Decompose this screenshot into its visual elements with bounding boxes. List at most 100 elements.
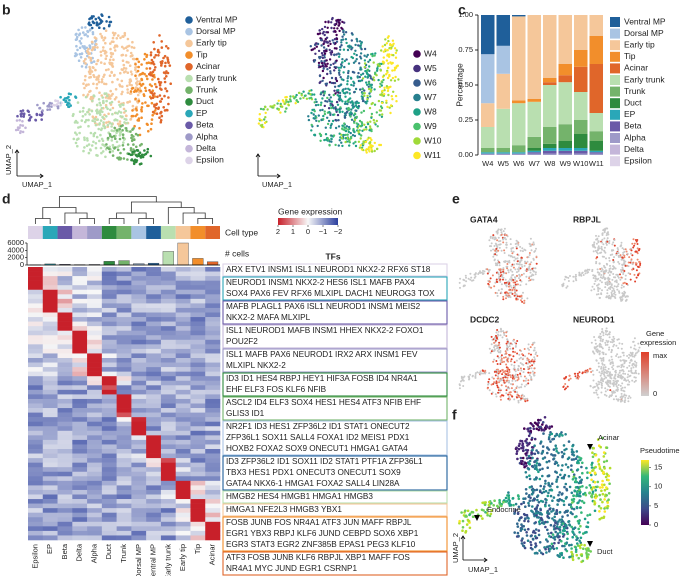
umap-point bbox=[508, 379, 511, 382]
bar bbox=[162, 251, 174, 266]
umap-point bbox=[365, 72, 369, 75]
heatmap-cell bbox=[160, 271, 176, 277]
umap-point bbox=[113, 46, 116, 49]
umap-point bbox=[337, 144, 340, 147]
umap-point bbox=[108, 150, 112, 154]
umap-point bbox=[503, 227, 506, 230]
umap-point bbox=[609, 285, 612, 288]
heatmap-cell bbox=[131, 267, 147, 272]
umap-point bbox=[24, 126, 27, 130]
y-tick-label: 0.25 bbox=[458, 115, 473, 124]
umap-point bbox=[498, 391, 501, 394]
umap-point bbox=[348, 92, 351, 95]
umap-point bbox=[321, 69, 325, 73]
umap-point bbox=[331, 39, 334, 42]
heatmap-cell bbox=[87, 317, 103, 322]
umap-point bbox=[509, 278, 512, 281]
umap-point bbox=[603, 374, 606, 377]
umap-point bbox=[349, 131, 352, 135]
umap-point bbox=[93, 117, 97, 121]
umap-point bbox=[500, 231, 503, 234]
umap-point bbox=[366, 68, 370, 72]
heatmap-cell bbox=[116, 307, 132, 313]
umap-point bbox=[564, 383, 567, 385]
umap-point bbox=[503, 260, 506, 263]
umap-point bbox=[363, 54, 366, 57]
umap-point bbox=[344, 102, 347, 105]
umap-point bbox=[124, 109, 127, 113]
umap-point bbox=[521, 449, 525, 453]
umap-point bbox=[126, 91, 130, 94]
heatmap-cell bbox=[28, 353, 44, 359]
umap-point bbox=[376, 67, 379, 71]
umap-point bbox=[595, 389, 598, 392]
umap-point bbox=[511, 288, 514, 291]
legend-label: Early trunk bbox=[196, 73, 237, 83]
heatmap-cell bbox=[160, 267, 176, 272]
heatmap-cell bbox=[57, 362, 73, 368]
umap-point bbox=[380, 84, 383, 87]
umap-point bbox=[150, 91, 154, 95]
umap-point bbox=[488, 372, 491, 375]
umap-point bbox=[346, 133, 349, 136]
umap-point bbox=[134, 86, 138, 89]
heatmap-cell bbox=[72, 307, 88, 313]
umap-point bbox=[525, 531, 528, 534]
heatmap-cell bbox=[101, 330, 117, 336]
heatmap-cell bbox=[190, 335, 206, 341]
umap-point bbox=[121, 85, 124, 88]
umap-point bbox=[486, 387, 489, 390]
umap-point bbox=[593, 472, 597, 475]
umap-point bbox=[108, 122, 112, 125]
umap-point bbox=[528, 474, 531, 478]
umap-point bbox=[335, 19, 338, 22]
umap-point bbox=[502, 230, 505, 233]
umap-point bbox=[101, 110, 104, 114]
umap-point bbox=[350, 108, 353, 111]
umap-point bbox=[564, 482, 568, 486]
umap-point bbox=[359, 137, 362, 140]
umap-point bbox=[519, 356, 522, 359]
umap-point bbox=[498, 246, 501, 249]
umap-point bbox=[597, 387, 600, 390]
umap-point bbox=[617, 398, 620, 401]
umap-point bbox=[34, 119, 38, 122]
umap-point bbox=[499, 388, 501, 391]
umap-point bbox=[508, 345, 511, 348]
umap-point bbox=[487, 380, 490, 383]
umap-point bbox=[345, 111, 348, 115]
umap-point bbox=[76, 144, 79, 148]
umap-point bbox=[123, 33, 127, 37]
umap-point bbox=[533, 522, 536, 525]
umap-point bbox=[483, 503, 487, 507]
umap-point bbox=[621, 258, 624, 261]
umap-point bbox=[313, 60, 316, 63]
umap-point bbox=[526, 366, 529, 368]
umap-point bbox=[509, 238, 512, 241]
umap-point bbox=[488, 500, 491, 504]
umap-point bbox=[129, 70, 133, 73]
umap-point bbox=[531, 547, 534, 551]
umap-point bbox=[630, 367, 633, 370]
umap-point bbox=[359, 125, 363, 128]
umap-point bbox=[107, 112, 110, 116]
umap-point bbox=[522, 397, 525, 400]
heatmap-cell bbox=[116, 330, 132, 336]
umap-point bbox=[326, 41, 330, 44]
umap-point bbox=[526, 357, 529, 360]
umap-point bbox=[535, 247, 537, 250]
umap-point bbox=[310, 129, 313, 132]
umap-point bbox=[143, 52, 147, 56]
umap-point bbox=[625, 379, 628, 382]
legend-swatch bbox=[610, 86, 620, 97]
heatmap-cell bbox=[101, 271, 117, 277]
heatmap-cell bbox=[87, 280, 103, 286]
umap-point bbox=[131, 57, 135, 61]
umap-point bbox=[608, 359, 611, 362]
umap-point bbox=[540, 551, 543, 555]
heatmap-cell bbox=[190, 339, 206, 345]
umap-point bbox=[530, 451, 533, 455]
umap-point bbox=[109, 42, 112, 45]
umap-point bbox=[604, 390, 607, 393]
umap-point bbox=[527, 256, 530, 259]
